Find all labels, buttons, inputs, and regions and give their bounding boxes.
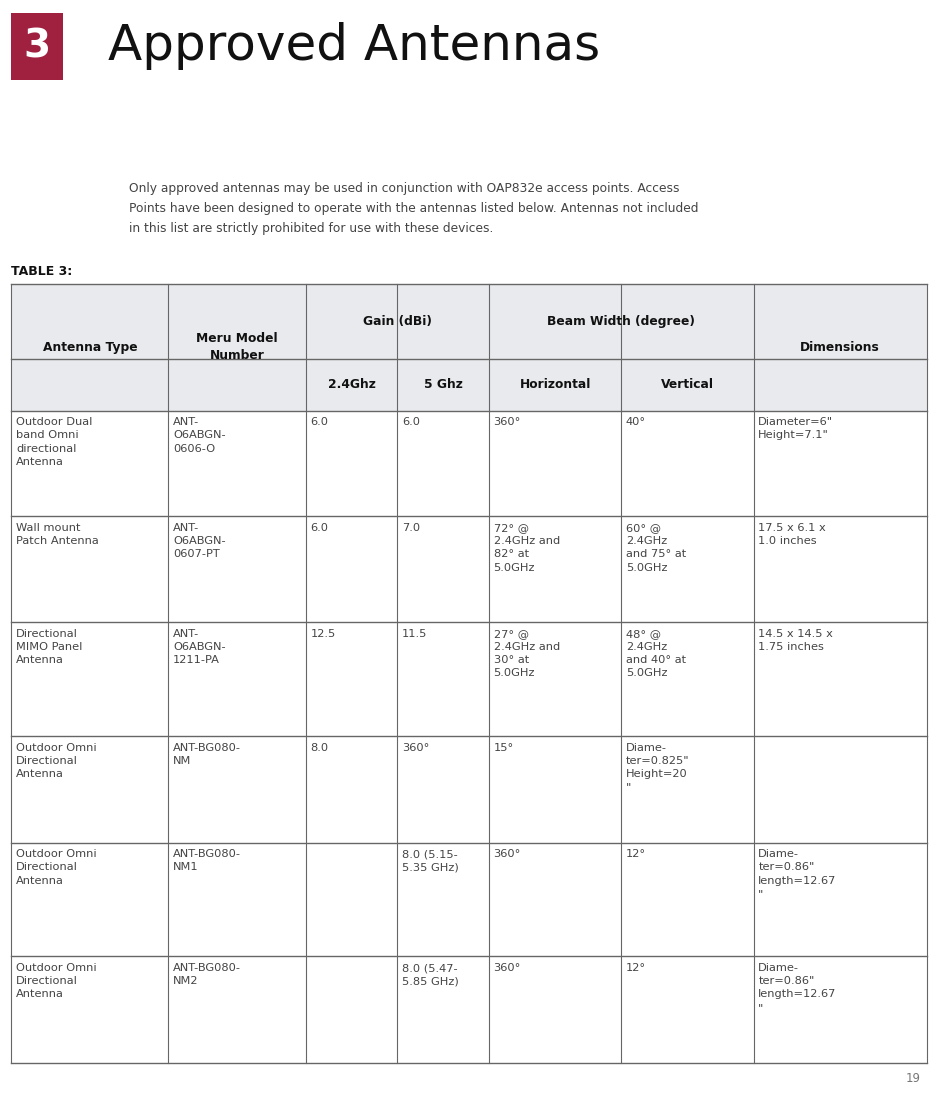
- Text: Approved Antennas: Approved Antennas: [108, 22, 600, 71]
- Text: 3: 3: [23, 28, 51, 65]
- Text: 60° @
2.4GHz
and 75° at
5.0GHz: 60° @ 2.4GHz and 75° at 5.0GHz: [626, 523, 687, 572]
- Text: Antenna Type: Antenna Type: [42, 340, 137, 354]
- Text: 8.0: 8.0: [310, 743, 328, 753]
- Text: 19: 19: [906, 1072, 921, 1085]
- Text: 40°: 40°: [626, 418, 646, 428]
- Text: 12.5: 12.5: [310, 629, 336, 639]
- Text: Diame-
ter=0.86"
length=12.67
": Diame- ter=0.86" length=12.67 ": [758, 850, 837, 898]
- Text: 360°: 360°: [493, 850, 521, 860]
- Text: Diame-
ter=0.86"
length=12.67
": Diame- ter=0.86" length=12.67 ": [758, 964, 837, 1012]
- Text: Diame-
ter=0.825"
Height=20
": Diame- ter=0.825" Height=20 ": [626, 743, 689, 792]
- Text: Directional
MIMO Panel
Antenna: Directional MIMO Panel Antenna: [16, 629, 83, 665]
- Text: 8.0 (5.15-
5.35 GHz): 8.0 (5.15- 5.35 GHz): [402, 850, 459, 873]
- Text: 48° @
2.4GHz
and 40° at
5.0GHz: 48° @ 2.4GHz and 40° at 5.0GHz: [626, 629, 686, 678]
- Text: 17.5 x 6.1 x
1.0 inches: 17.5 x 6.1 x 1.0 inches: [758, 523, 826, 546]
- Text: ANT-
O6ABGN-
0606-O: ANT- O6ABGN- 0606-O: [174, 418, 226, 454]
- Text: Outdoor Dual
band Omni
directional
Antenna: Outdoor Dual band Omni directional Anten…: [16, 418, 92, 466]
- Text: 27° @
2.4GHz and
30° at
5.0GHz: 27° @ 2.4GHz and 30° at 5.0GHz: [493, 629, 560, 678]
- Text: ANT-BG080-
NM2: ANT-BG080- NM2: [174, 964, 241, 987]
- Text: 15°: 15°: [493, 743, 514, 753]
- Text: Horizontal: Horizontal: [520, 378, 591, 391]
- Text: ANT-
O6ABGN-
0607-PT: ANT- O6ABGN- 0607-PT: [174, 523, 226, 559]
- Text: 2.4Ghz: 2.4Ghz: [327, 378, 375, 391]
- Text: 72° @
2.4GHz and
82° at
5.0GHz: 72° @ 2.4GHz and 82° at 5.0GHz: [493, 523, 560, 572]
- Text: 360°: 360°: [493, 964, 521, 974]
- Text: 6.0: 6.0: [310, 418, 328, 428]
- Text: Beam Width (degree): Beam Width (degree): [547, 315, 695, 328]
- Text: Points have been designed to operate with the antennas listed below. Antennas no: Points have been designed to operate wit…: [129, 202, 699, 215]
- Text: Only approved antennas may be used in conjunction with OAP832e access points. Ac: Only approved antennas may be used in co…: [129, 182, 680, 196]
- Text: Outdoor Omni
Directional
Antenna: Outdoor Omni Directional Antenna: [16, 850, 97, 885]
- Text: 11.5: 11.5: [402, 629, 428, 639]
- Text: 360°: 360°: [493, 418, 521, 428]
- Text: 6.0: 6.0: [402, 418, 420, 428]
- Text: ANT-BG080-
NM: ANT-BG080- NM: [174, 743, 241, 766]
- Text: Dimensions: Dimensions: [800, 340, 880, 354]
- Text: Outdoor Omni
Directional
Antenna: Outdoor Omni Directional Antenna: [16, 743, 97, 779]
- Text: Meru Model
Number: Meru Model Number: [196, 333, 278, 362]
- Text: Vertical: Vertical: [661, 378, 714, 391]
- Text: 6.0: 6.0: [310, 523, 328, 533]
- Text: 14.5 x 14.5 x
1.75 inches: 14.5 x 14.5 x 1.75 inches: [758, 629, 833, 652]
- Text: 12°: 12°: [626, 850, 646, 860]
- Text: 12°: 12°: [626, 964, 646, 974]
- Text: Gain (dBi): Gain (dBi): [363, 315, 431, 328]
- Text: Diameter=6"
Height=7.1": Diameter=6" Height=7.1": [758, 418, 833, 441]
- Text: Outdoor Omni
Directional
Antenna: Outdoor Omni Directional Antenna: [16, 964, 97, 999]
- Text: 5 Ghz: 5 Ghz: [424, 378, 462, 391]
- Text: TABLE 3:: TABLE 3:: [11, 265, 72, 278]
- Text: ANT-
O6ABGN-
1211-PA: ANT- O6ABGN- 1211-PA: [174, 629, 226, 665]
- Text: ANT-BG080-
NM1: ANT-BG080- NM1: [174, 850, 241, 873]
- Text: 8.0 (5.47-
5.85 GHz): 8.0 (5.47- 5.85 GHz): [402, 964, 459, 987]
- Text: Wall mount
Patch Antenna: Wall mount Patch Antenna: [16, 523, 98, 546]
- Text: 7.0: 7.0: [402, 523, 420, 533]
- Text: 360°: 360°: [402, 743, 430, 753]
- Text: in this list are strictly prohibited for use with these devices.: in this list are strictly prohibited for…: [129, 222, 493, 235]
